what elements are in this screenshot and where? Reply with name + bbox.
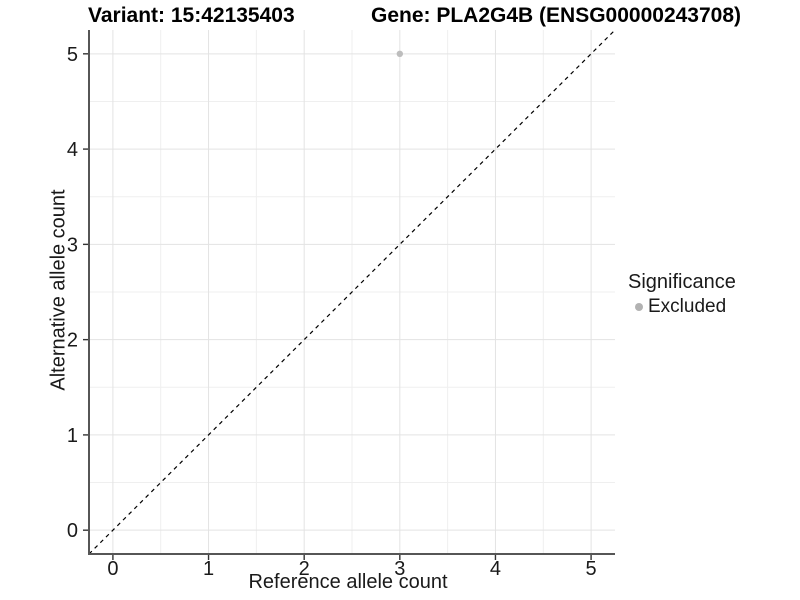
identity-line	[88, 29, 616, 555]
plot-title-gene: Gene: PLA2G4B (ENSG00000243708)	[371, 4, 742, 27]
y-tick-label: 2	[67, 330, 78, 352]
x-tick-label: 0	[107, 558, 118, 580]
x-tick-label: 3	[394, 558, 405, 580]
legend-title: Significance	[628, 271, 736, 293]
y-tick-label: 0	[67, 520, 78, 542]
y-tick-label: 1	[67, 425, 78, 447]
x-tick-label: 1	[203, 558, 214, 580]
plot-title-variant: Variant: 15:42135403	[88, 4, 295, 27]
legend-entry-label: Excluded	[648, 296, 727, 317]
x-tick-label: 2	[299, 558, 310, 580]
legend-entry-excluded: Excluded	[628, 295, 736, 318]
x-axis-title: Reference allele count	[248, 571, 448, 593]
x-tick-label: 5	[586, 558, 597, 580]
y-axis-title: Alternative allele count	[47, 189, 70, 391]
data-point	[396, 50, 404, 58]
y-tick-label: 5	[67, 44, 78, 66]
y-tick-label: 4	[67, 139, 78, 161]
legend: Significance Excluded	[628, 271, 736, 318]
legend-point-icon	[635, 302, 643, 311]
x-tick-label: 4	[490, 558, 501, 580]
y-tick-label: 3	[67, 234, 78, 256]
